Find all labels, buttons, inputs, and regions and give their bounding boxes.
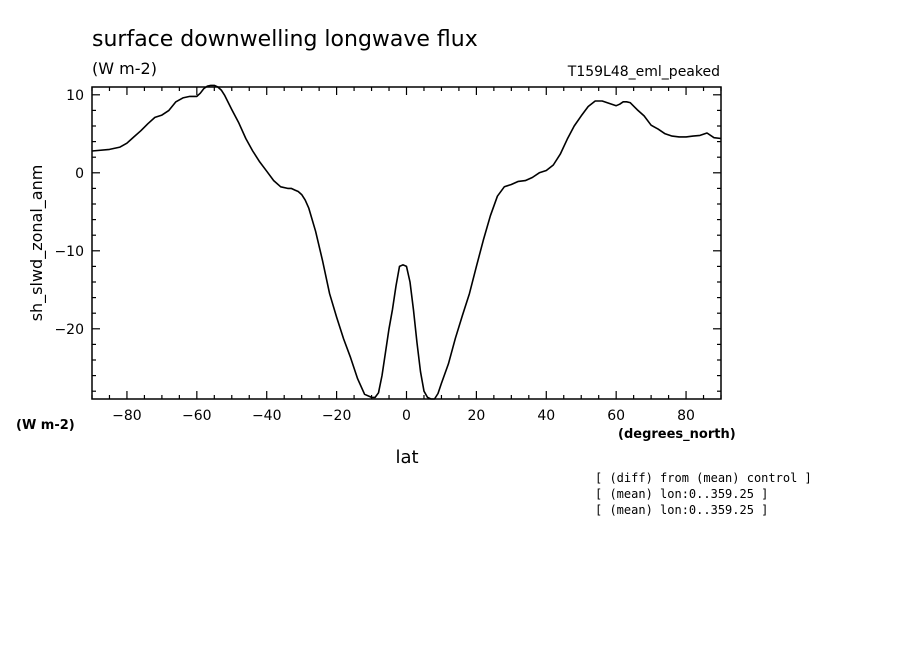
x-tick-label: −40 (252, 408, 282, 424)
note-line: [ (diff) from (mean) control ] (595, 471, 812, 485)
note-line: [ (mean) lon:0..359.25 ] (595, 487, 768, 501)
chart-units: (W m-2) (92, 59, 157, 78)
y-tick-label: 10 (66, 88, 84, 104)
y-axis-units: (W m-2) (16, 418, 75, 433)
note-line: [ (mean) lon:0..359.25 ] (595, 503, 768, 517)
x-tick-label: 0 (402, 408, 411, 424)
series-line (91, 84, 722, 400)
y-axis-label: sh_slwd_zonal_anm (27, 165, 47, 322)
tick-labels: −80 −60 −40 −20 0 20 40 60 80 −20 −10 0 10 (54, 88, 695, 424)
experiment-label: T159L48_eml_peaked (567, 64, 720, 80)
x-tick-label: 20 (467, 408, 485, 424)
x-tick-label: 60 (607, 408, 625, 424)
y-tick-label: 0 (75, 166, 84, 182)
x-axis-label: lat (395, 447, 418, 468)
x-tick-label: −60 (182, 408, 212, 424)
chart-title: surface downwelling longwave flux (92, 27, 478, 52)
y-tick-label: −10 (54, 244, 84, 260)
plot-frame (91, 86, 722, 400)
x-tick-label: 40 (537, 408, 555, 424)
x-tick-label: −20 (322, 408, 352, 424)
x-axis-units: (degrees_north) (618, 427, 736, 442)
x-tick-label: −80 (112, 408, 142, 424)
y-tick-label: −20 (54, 322, 84, 338)
axis-ticks (91, 87, 722, 399)
x-tick-label: 80 (677, 408, 695, 424)
